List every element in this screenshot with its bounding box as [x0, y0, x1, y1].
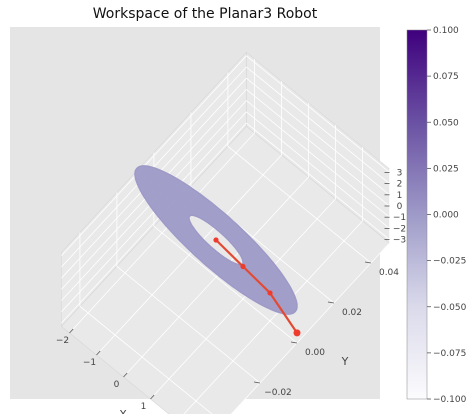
grid-line [61, 122, 247, 324]
y-axis-label: Y [341, 355, 349, 368]
workspace-region [134, 165, 298, 315]
z-tick-label: 0 [397, 202, 403, 212]
grid-line [246, 111, 390, 229]
grid-line [246, 55, 390, 173]
colorbar-tick-label: −0.075 [433, 349, 466, 359]
colorbar [406, 29, 428, 400]
y-tick-label: 0.04 [379, 268, 399, 278]
grid-line [116, 266, 261, 384]
robot-link [268, 291, 299, 334]
end-effector [293, 329, 301, 337]
grid-line [79, 306, 213, 414]
y-tick-label: 0.00 [305, 348, 325, 358]
x-tick [96, 350, 101, 356]
colorbar-tick-label: 0.025 [433, 164, 459, 174]
colorbar-tick-label: 0.100 [433, 26, 459, 36]
z-tick-label: −1 [393, 213, 406, 223]
grid-line [246, 89, 390, 207]
x-tick-label: −1 [83, 358, 96, 368]
grid-line [246, 66, 390, 184]
robot-joint [240, 263, 246, 270]
z-tick-label: 2 [397, 180, 403, 190]
y-tick [327, 301, 335, 304]
grid-line [153, 226, 298, 344]
z-tick-label: −3 [393, 236, 406, 246]
x-tick [150, 394, 155, 400]
grid-line [61, 55, 247, 257]
y-tick [364, 261, 372, 264]
x-tick-label: 0 [114, 380, 120, 390]
colorbar-tick-label: 0.075 [433, 72, 459, 82]
colorbar-tick-label: −0.025 [433, 257, 466, 267]
robot-joint [213, 237, 219, 243]
colorbar-tick-label: −0.100 [433, 395, 467, 405]
grid-line [227, 146, 372, 264]
x-tick [69, 328, 74, 334]
x-axis-label: X [119, 408, 127, 414]
colorbar-tick-label: 0.000 [433, 211, 459, 221]
colorbar-tick-label: −0.050 [433, 303, 467, 313]
grid-line [61, 66, 247, 268]
robot-joint [267, 290, 273, 296]
robot-link [214, 238, 245, 268]
grid-line [246, 77, 390, 196]
y-tick [253, 381, 261, 384]
x-tick-label: −2 [56, 336, 69, 346]
chart-title: Workspace of the Planar3 Robot [92, 6, 318, 22]
z-tick-label: 1 [397, 191, 403, 201]
grid-line [246, 100, 390, 218]
x-tick-label: 1 [141, 402, 147, 412]
grid-line [246, 122, 390, 240]
x-tick [123, 372, 128, 378]
y-tick [290, 341, 298, 344]
z-tick-label: −2 [393, 224, 406, 234]
y-tick-label: −0.02 [264, 388, 292, 398]
robot-link [241, 265, 272, 295]
colorbar-tick-label: 0.050 [433, 118, 459, 128]
z-tick-label: 3 [397, 168, 403, 178]
y-tick-label: 0.02 [342, 308, 362, 318]
